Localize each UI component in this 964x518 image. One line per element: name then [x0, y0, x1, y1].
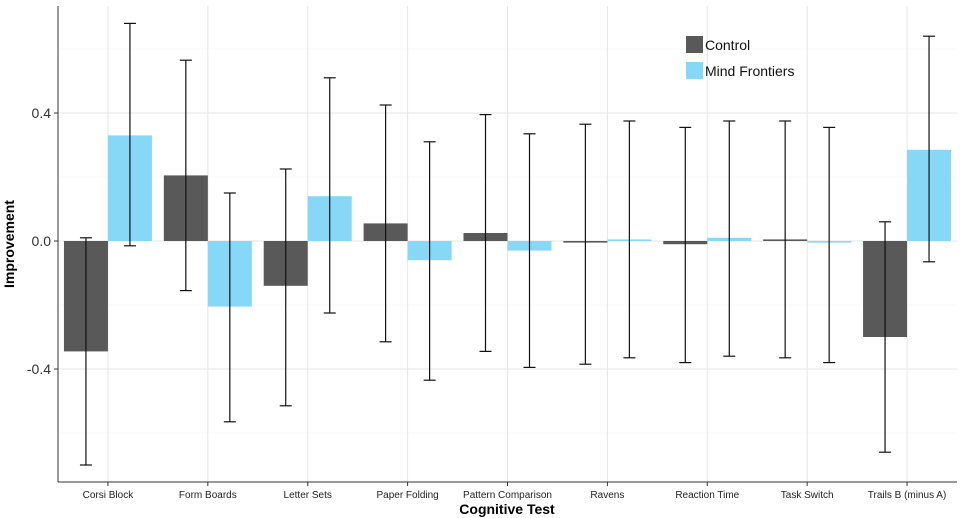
y-axis-title: Improvement [1, 200, 17, 288]
legend-swatch-control [686, 36, 703, 53]
x-tick-label: Corsi Block [83, 490, 135, 501]
y-tick-label: 0.0 [32, 233, 52, 249]
x-axis-title: Cognitive Test [459, 501, 555, 517]
y-tick-label: -0.4 [27, 361, 51, 377]
x-tick-label: Task Switch [781, 490, 834, 501]
x-tick-label: Paper Folding [376, 490, 438, 501]
y-ticks: 0.4 0.0 -0.4 [27, 105, 58, 377]
legend-label-mind-frontiers: Mind Frontiers [705, 63, 794, 79]
x-tick-label: Letter Sets [284, 490, 332, 501]
x-tick-label: Reaction Time [675, 490, 739, 501]
legend-swatch-mind-frontiers [686, 62, 703, 79]
x-ticks: Corsi Block Form Boards Letter Sets Paper F… [83, 482, 947, 501]
error-bars [79, 22, 936, 466]
legend: Control Mind Frontiers [686, 36, 794, 79]
x-tick-label: Form Boards [179, 490, 237, 501]
x-tick-label: Trails B (minus A) [868, 490, 947, 501]
x-tick-label: Ravens [590, 490, 624, 501]
y-tick-label: 0.4 [32, 105, 52, 121]
x-tick-label: Pattern Comparison [463, 490, 552, 501]
legend-label-control: Control [705, 37, 750, 53]
